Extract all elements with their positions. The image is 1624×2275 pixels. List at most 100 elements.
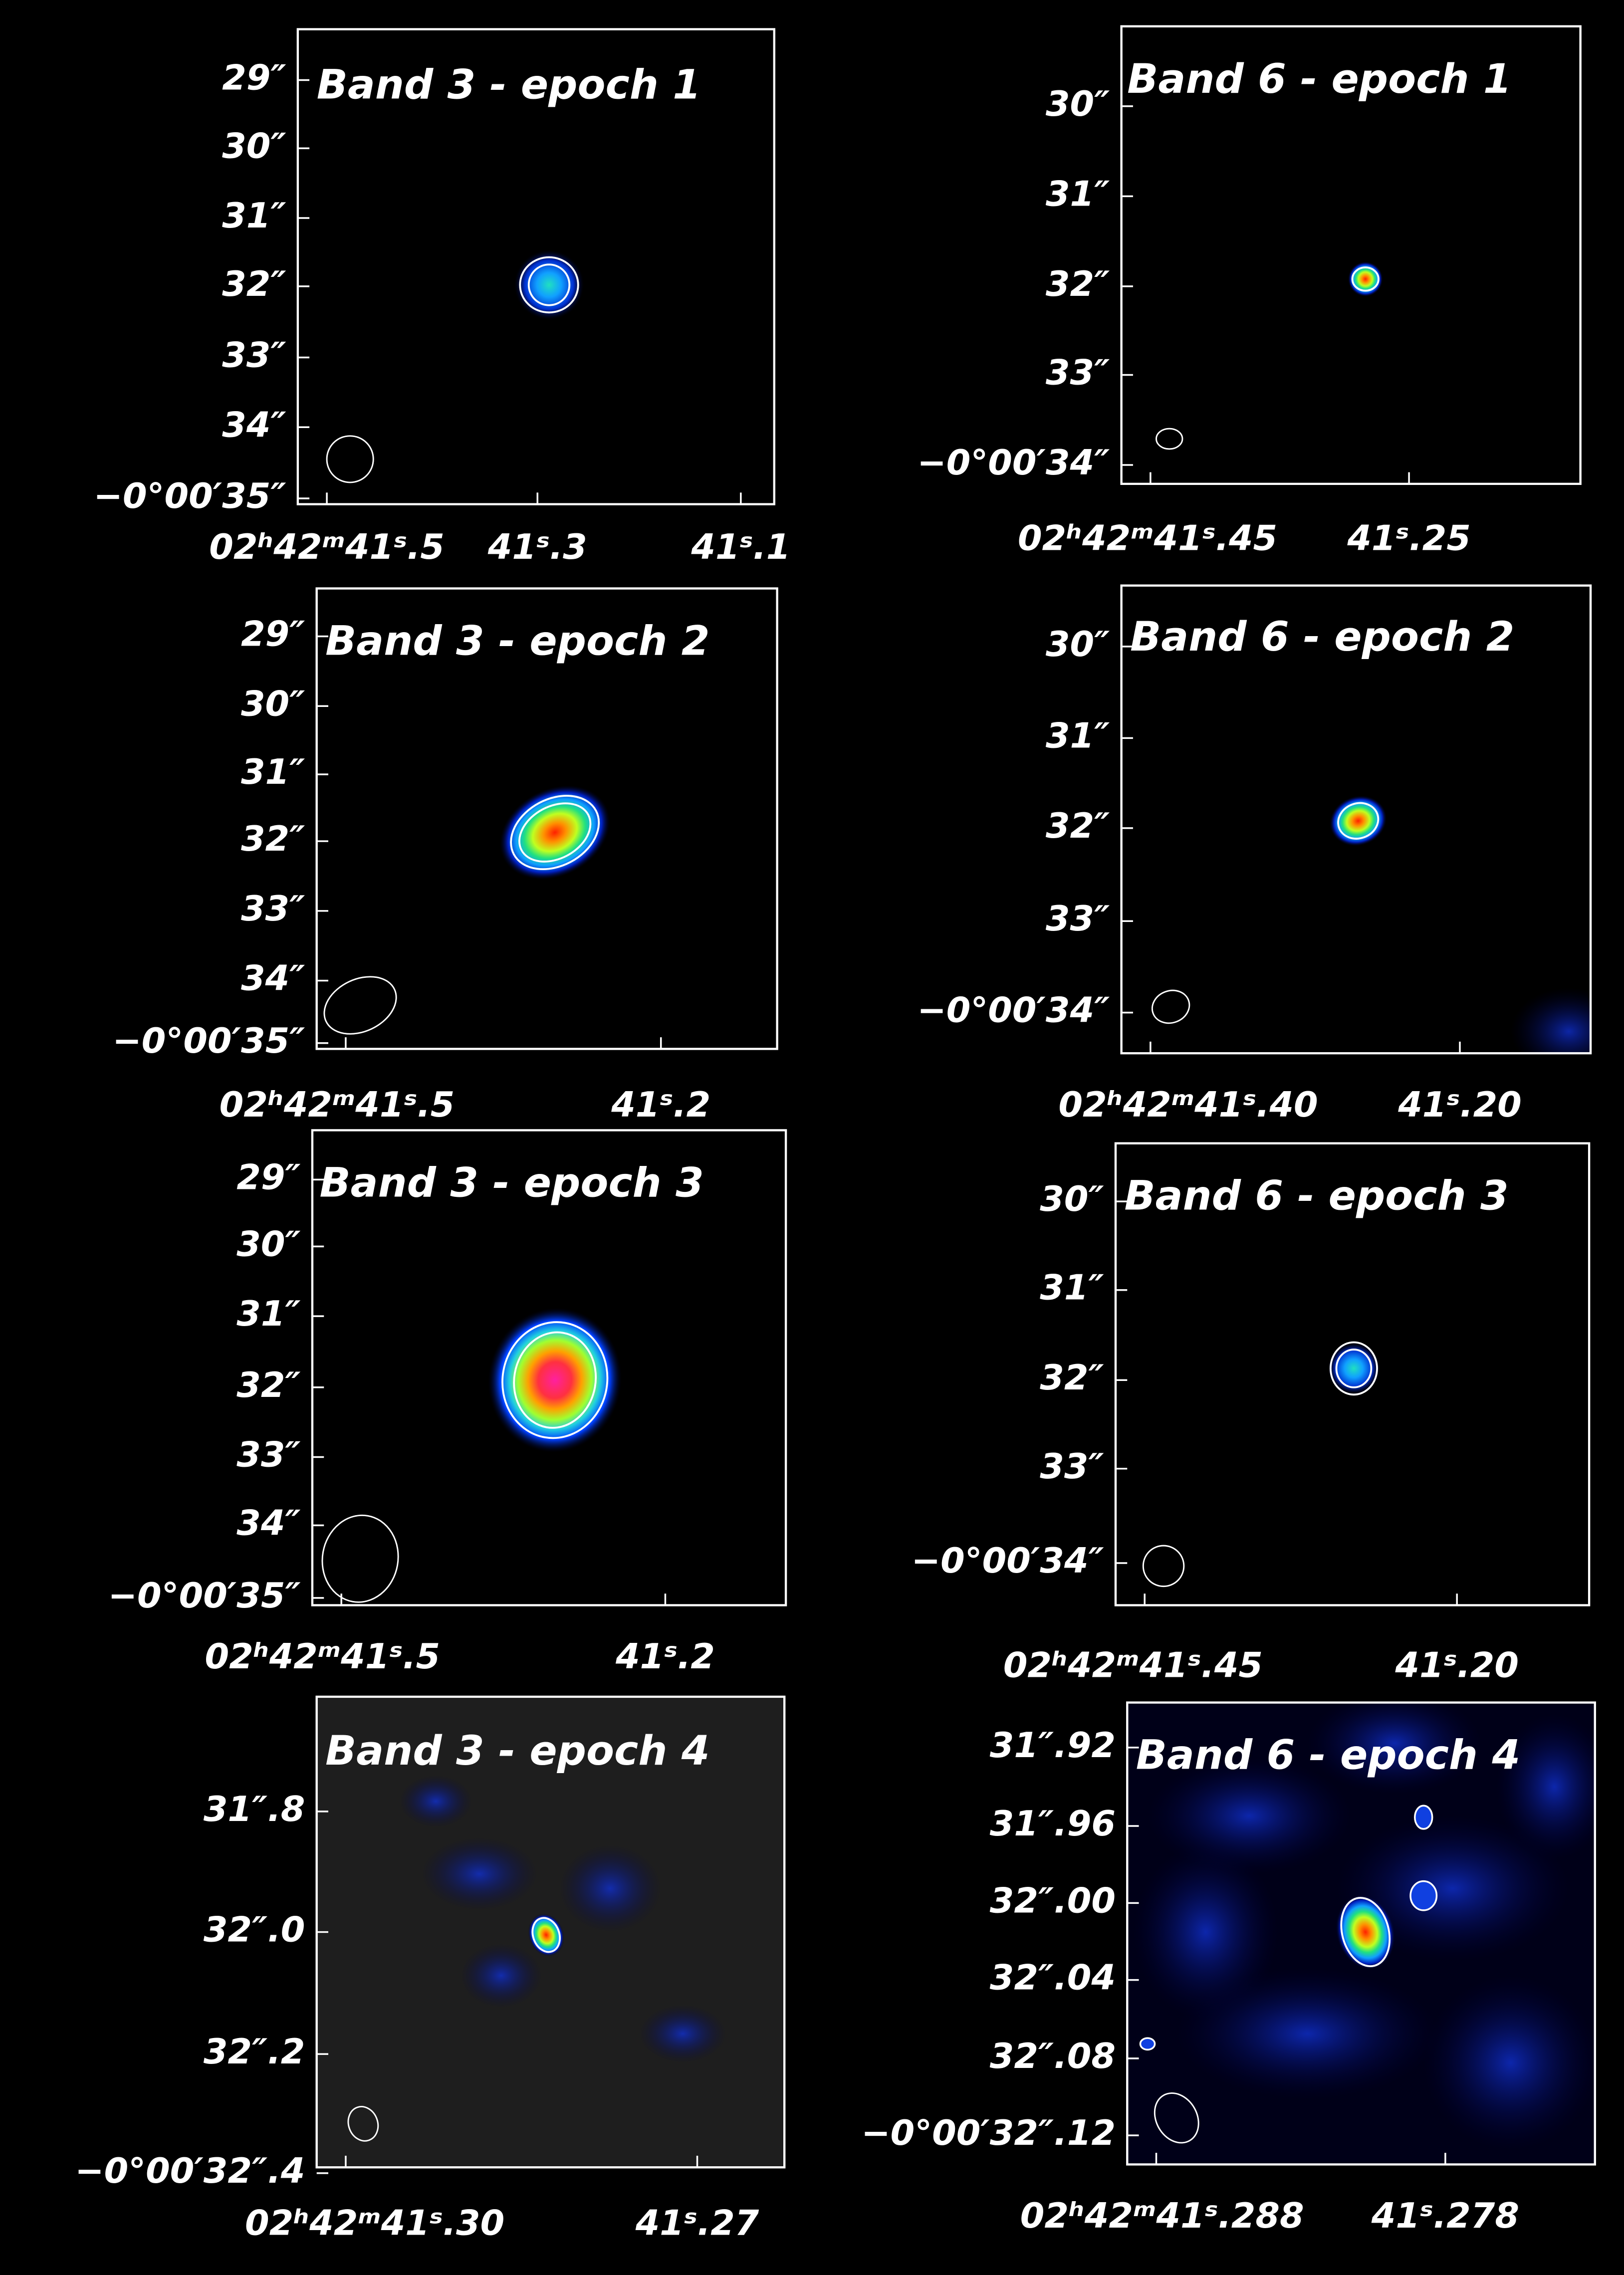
panel-title: Band 3 - epoch 2 [325,618,709,665]
y-tick-label: 31″.8 [204,1789,305,1829]
x-tick-label: 41ˢ.2 [611,1085,710,1125]
beam [326,435,374,483]
panel: Band 6 - epoch 1 30″ 31″ 32″ 33″ −0°00′34″ 02ʰ… [917,25,1582,558]
x-tick-label: 02ʰ42ᵐ41ˢ.40 [1058,1085,1318,1125]
emission [1496,1714,1595,1859]
emission [639,2005,726,2063]
source [487,1307,622,1453]
panel-title: Band 6 - epoch 1 [1127,55,1511,103]
x-tick-label: 02ʰ42ᵐ41ˢ.45 [1003,1645,1263,1686]
y-tick-label: 30″ [1046,84,1110,124]
y-tick-label: 30″ [1040,1179,1104,1219]
beam [1151,989,1190,1024]
y-tick-label: 32″.08 [990,2036,1116,2076]
y-tick-label: −0°00′35″ [108,1576,301,1616]
emission [421,1837,538,1910]
panel-title: Band 6 - epoch 2 [1130,613,1514,661]
x-tick-label: 41ˢ.3 [487,527,587,567]
beam [347,2106,379,2142]
x-tick-label: 02ʰ42ᵐ41ˢ.5 [209,527,445,567]
contour [531,1917,561,1953]
panel: Band 6 - epoch 4 31″.92 31″.96 32″.00 32″.04… [861,1701,1596,2236]
y-tick-label: 30″ [1046,624,1110,665]
y-tick-label: −0°00′35″ [93,476,286,516]
contour [1409,1880,1438,1911]
contour [1337,802,1380,840]
y-tick-label: 34″ [222,405,286,445]
panel-title: Band 3 - epoch 4 [325,1727,709,1775]
beam [1156,428,1183,450]
y-tick-label: 32″.00 [990,1880,1116,1921]
y-tick-label: 29″ [222,57,286,98]
y-tick-label: 31″ [1046,174,1110,214]
y-tick-label: −0°00′34″ [917,990,1110,1031]
x-tick-label: 02ʰ42ᵐ41ˢ.45 [1018,518,1277,558]
x-tick-label: 41ˢ.27 [635,2203,759,2244]
contour [1335,1349,1373,1388]
panel-frame [315,1695,786,2169]
y-tick-label: −0°00′35″ [112,1021,305,1061]
emission [399,1775,472,1827]
contour [513,1331,597,1429]
y-tick-label: 31″.92 [990,1725,1116,1766]
y-tick-label: 34″ [236,1503,300,1543]
y-tick-label: 32″ [241,819,305,859]
source [1336,1894,1395,1970]
emission [1510,988,1591,1054]
y-tick-label: 30″ [222,126,286,166]
x-tick-label: 41ˢ.2 [615,1636,715,1677]
contour [1351,266,1380,292]
contour [1414,1805,1433,1830]
y-tick-label: −0°00′32″.12 [861,2113,1116,2153]
image [1127,1702,1595,2165]
contour [527,263,571,306]
y-tick-label: −0°00′32″.4 [75,2151,305,2191]
contour [1329,1341,1378,1396]
x-tick-label: 02ʰ42ᵐ41ˢ.5 [220,1085,455,1125]
panel-title: Band 3 - epoch 3 [320,1159,704,1207]
panel: Band 6 - epoch 2 30″ 31″ 32″ 33″ −0°00′34″ 02ʰ… [917,584,1592,1125]
panel-title: Band 3 - epoch 1 [317,61,701,108]
image [1121,26,1581,484]
y-tick-label: 31″ [222,196,286,236]
y-tick-label: 34″ [241,958,305,999]
emission [559,1844,661,1932]
y-tick-label: 33″ [1040,1446,1104,1487]
y-tick-label: −0°00′34″ [917,443,1110,483]
contour [501,1321,609,1439]
panel-title: Band 6 - epoch 3 [1124,1172,1508,1220]
contour [1340,1897,1391,1968]
panel: Band 3 - epoch 1 29″ 30″ 31″ 32″ 33″ 34″ −0°00′… [93,28,790,567]
source [514,250,584,320]
y-tick-label: 31″.96 [990,1804,1116,1844]
contour [1139,2037,1156,2051]
emission [460,1943,542,2008]
panel: Band 3 - epoch 4 31″.8 32″.0 32″.2 −0°00′32″… [75,1695,786,2244]
emission [1133,1844,1279,2020]
x-tick-label: 02ʰ42ᵐ41ˢ.288 [1020,2196,1304,2236]
beam [323,976,397,1035]
contour [518,802,592,863]
y-tick-label: 32″ [222,264,286,304]
panel-frame [1120,584,1592,1055]
emission [1423,1975,1595,2150]
y-tick-label: 29″ [241,614,305,655]
beam [1142,1545,1185,1588]
panel-frame [1120,25,1582,485]
image [316,1696,785,2168]
y-tick-label: 33″ [1046,899,1110,939]
panel: Band 3 - epoch 3 29″ 30″ 31″ 32″ 33″ 34″ −0°00′… [108,1129,787,1677]
image [1115,1143,1590,1605]
panel-frame [296,28,775,505]
image [312,1130,786,1605]
panel-frame [1126,1701,1596,2166]
panel-frame [1114,1142,1591,1606]
y-tick-label: 33″ [222,335,286,376]
x-tick-label: 02ʰ42ᵐ41ˢ.5 [205,1636,441,1677]
x-tick-label: 41ˢ.278 [1371,2196,1519,2236]
x-tick-label: 02ʰ42ᵐ41ˢ.30 [245,2203,504,2244]
x-tick-label: 41ˢ.25 [1347,518,1471,558]
image [297,29,774,504]
panel: Band 3 - epoch 2 29″ 30″ 31″ 32″ 33″ 34″ −0°00′… [112,587,778,1125]
y-tick-label: 31″ [1040,1268,1104,1308]
